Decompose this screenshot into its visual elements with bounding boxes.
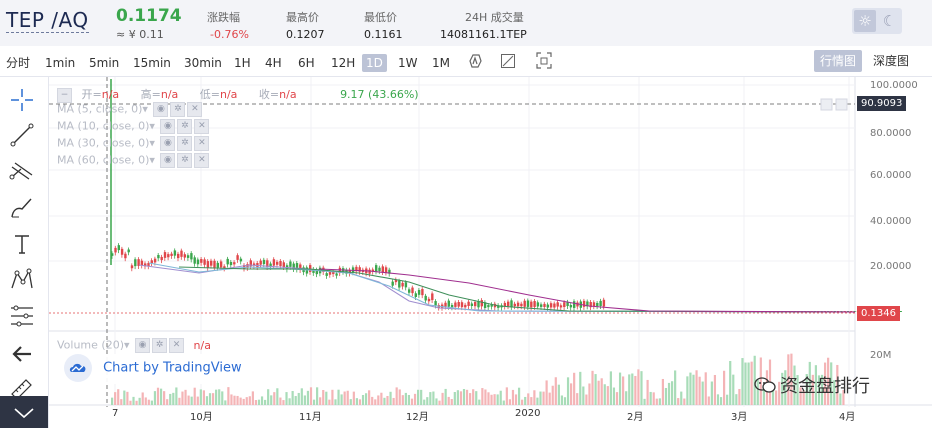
low-label: 最低价	[364, 11, 397, 24]
prediction-tool-icon[interactable]	[9, 303, 35, 329]
tf-line[interactable]: 分时	[6, 56, 31, 70]
ma5-legend[interactable]: MA (5, close, 0)▾ ◉ ✲ ✕	[57, 102, 203, 117]
x-label-jul: 7	[112, 408, 119, 419]
x-label-2020: 2020	[515, 408, 541, 419]
close-icon: ✕	[187, 102, 203, 117]
x-label-mar: 3月	[731, 412, 748, 423]
trend-line-icon[interactable]	[9, 122, 35, 148]
tf-15min[interactable]: 15min	[133, 56, 171, 70]
market-header: TEP /AQ 0.1174 ≈ ¥ 0.11 涨跌幅 -0.76% 最高价 0…	[0, 0, 932, 46]
pair-selector[interactable]: TEP /AQ	[6, 8, 89, 33]
tf-4h[interactable]: 4H	[265, 56, 282, 70]
close-icon: ✕	[194, 153, 210, 168]
tradingview-logo[interactable]: Chart by TradingView	[58, 354, 250, 384]
price-chart[interactable]	[49, 77, 932, 428]
last-price: 0.1174	[116, 6, 182, 26]
cny-price: ≈ ¥ 0.11	[116, 28, 164, 41]
sun-icon[interactable]: ☼	[854, 10, 876, 32]
low-value: 0.1161	[364, 28, 403, 41]
volume-scale-label: 20M	[870, 350, 892, 361]
moon-icon[interactable]: ☾	[882, 12, 897, 30]
close-icon: ✕	[194, 119, 210, 134]
ohlc-legend: − 开=n/a 高=n/a 低=n/a 收=n/a 9.17 (43.66%)	[57, 86, 419, 103]
back-arrow-icon[interactable]	[9, 341, 35, 367]
chart-toolbar	[0, 46, 932, 77]
volume-legend[interactable]: Volume (20)▾ ◉ ✲ ✕ n/a	[57, 338, 211, 353]
tf-1min[interactable]: 1min	[45, 56, 76, 70]
settings-icon: ✲	[177, 136, 193, 151]
tab-depth-chart[interactable]: 深度图	[873, 54, 910, 68]
drawing-toolbar	[0, 77, 49, 428]
watermark: 资金盘排行	[754, 372, 870, 399]
tf-1h[interactable]: 1H	[234, 56, 251, 70]
eye-icon: ◉	[160, 136, 176, 151]
tf-1d[interactable]: 1D	[362, 54, 387, 72]
cloud-icon	[64, 354, 92, 382]
x-label-oct: 10月	[190, 412, 213, 423]
eye-icon: ◉	[160, 119, 176, 134]
y-label-80: 80.0000	[870, 128, 912, 139]
volume-24h-value: 14081161.1TEP	[440, 28, 527, 41]
toolbar-collapse[interactable]	[0, 396, 48, 428]
tf-30min[interactable]: 30min	[184, 56, 222, 70]
close-icon: ✕	[194, 136, 210, 151]
tf-6h[interactable]: 6H	[298, 56, 315, 70]
indicator-icon[interactable]	[467, 52, 483, 70]
x-label-apr: 4月	[839, 412, 856, 423]
y-label-60: 60.0000	[870, 170, 912, 181]
low-value: n/a	[220, 88, 238, 101]
high-value: 0.1207	[286, 28, 325, 41]
chevron-down-icon[interactable]	[12, 406, 36, 420]
close-icon: ✕	[169, 338, 185, 353]
text-tool-icon[interactable]	[9, 231, 35, 257]
eye-icon: ◉	[135, 338, 151, 353]
tab-market-chart[interactable]: 行情图	[814, 50, 863, 72]
tf-12h[interactable]: 12H	[331, 56, 356, 70]
x-label-nov: 11月	[299, 412, 322, 423]
brush-icon[interactable]	[9, 195, 35, 221]
change-value-legend: 9.17 (43.66%)	[340, 88, 419, 101]
eye-icon: ◉	[160, 153, 176, 168]
fib-tool-icon[interactable]	[9, 159, 35, 185]
volume-value: n/a	[193, 338, 211, 352]
high-value: n/a	[160, 88, 179, 101]
last-price-badge: 0.1346	[857, 306, 900, 321]
chart-type-icon[interactable]	[500, 52, 516, 70]
theme-toggle[interactable]: ☼ ☾	[852, 8, 902, 34]
x-label-feb: 2月	[627, 412, 644, 423]
settings-icon: ✲	[177, 119, 193, 134]
pattern-tool-icon[interactable]	[9, 267, 35, 293]
tf-5min[interactable]: 5min	[89, 56, 120, 70]
change-value: -0.76%	[210, 28, 249, 41]
fullscreen-icon[interactable]	[536, 52, 552, 70]
volume-24h-label: 24H 成交量	[465, 11, 524, 24]
settings-icon: ✲	[152, 338, 168, 353]
ma30-legend[interactable]: MA (30, close, 0)▾ ◉ ✲ ✕	[57, 136, 210, 151]
collapse-legend-icon[interactable]: −	[57, 87, 72, 103]
wechat-icon	[754, 376, 776, 399]
settings-icon: ✲	[170, 102, 186, 117]
x-label-dec: 12月	[406, 412, 429, 423]
tf-1w[interactable]: 1W	[398, 56, 418, 70]
close-value: n/a	[279, 88, 297, 101]
crosshair-icon[interactable]	[9, 87, 35, 113]
y-label-20: 20.0000	[870, 261, 912, 272]
eye-icon: ◉	[153, 102, 169, 117]
y-label-100: 100.0000	[870, 80, 918, 91]
ma10-legend[interactable]: MA (10, close, 0)▾ ◉ ✲ ✕	[57, 119, 210, 134]
ma60-legend[interactable]: MA (60, close, 0)▾ ◉ ✲ ✕	[57, 153, 210, 168]
high-label: 最高价	[286, 11, 319, 24]
settings-icon: ✲	[177, 153, 193, 168]
change-label: 涨跌幅	[207, 11, 240, 24]
open-value: n/a	[101, 88, 120, 101]
crosshair-price-badge: 90.9093	[857, 96, 907, 111]
tf-1m[interactable]: 1M	[432, 56, 450, 70]
y-label-40: 40.0000	[870, 216, 912, 227]
